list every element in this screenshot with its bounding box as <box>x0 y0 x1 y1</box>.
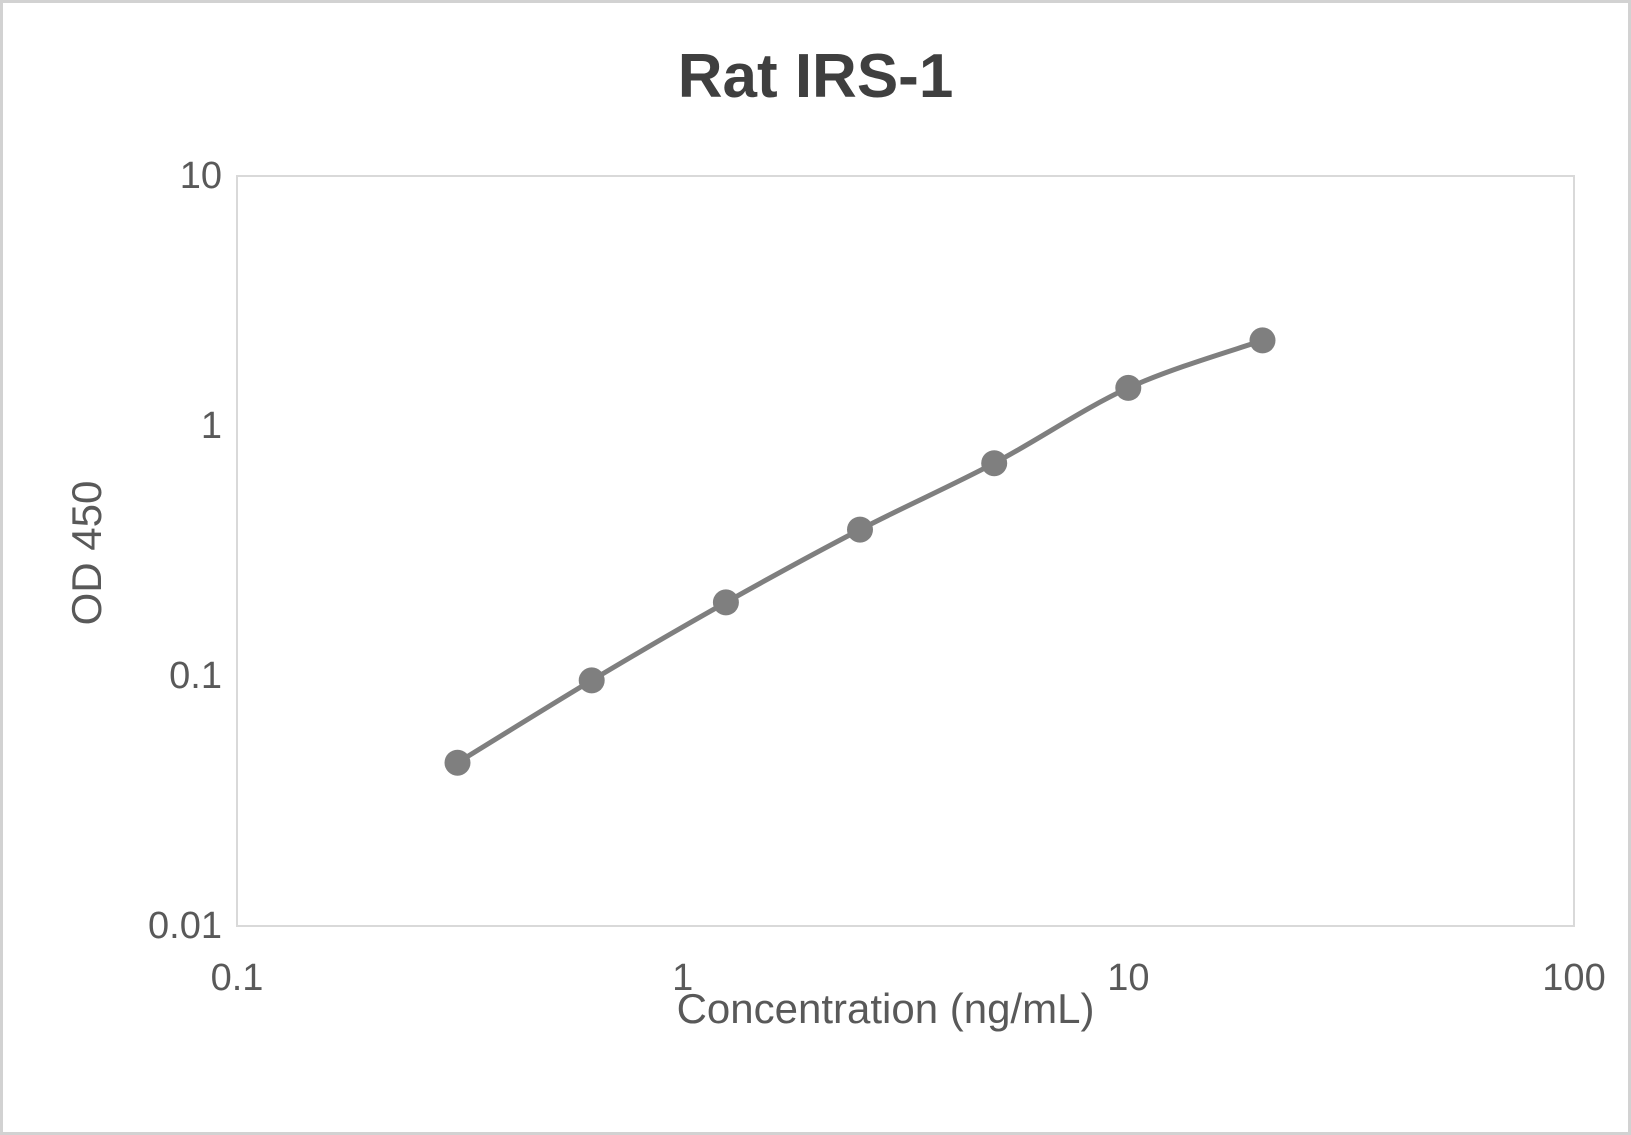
data-point-0 <box>444 749 471 776</box>
plot-area-border <box>236 175 1575 927</box>
data-point-5 <box>1115 374 1142 401</box>
x-tick-label: 100 <box>1542 957 1606 999</box>
x-axis-title: Concentration (ng/mL) <box>676 985 1095 1032</box>
data-point-4 <box>981 450 1008 477</box>
x-tick-label: 10 <box>1107 957 1150 999</box>
y-tick-label: 10 <box>179 155 222 197</box>
chart-title: Rat IRS-1 <box>677 42 954 111</box>
series-line <box>455 337 1265 766</box>
x-tick-label: 0.1 <box>210 957 264 999</box>
data-point-2 <box>712 589 739 616</box>
y-tick-label: 1 <box>200 405 222 447</box>
data-point-3 <box>847 516 873 543</box>
x-tick-label: 1 <box>672 957 694 999</box>
y-axis-title: OD 450 <box>63 480 110 626</box>
data-point-1 <box>578 667 605 694</box>
y-tick-label: 0.01 <box>148 905 222 947</box>
y-tick-label: 0.1 <box>169 655 222 697</box>
plot-svg <box>236 175 1575 927</box>
data-point-6 <box>1249 327 1276 354</box>
